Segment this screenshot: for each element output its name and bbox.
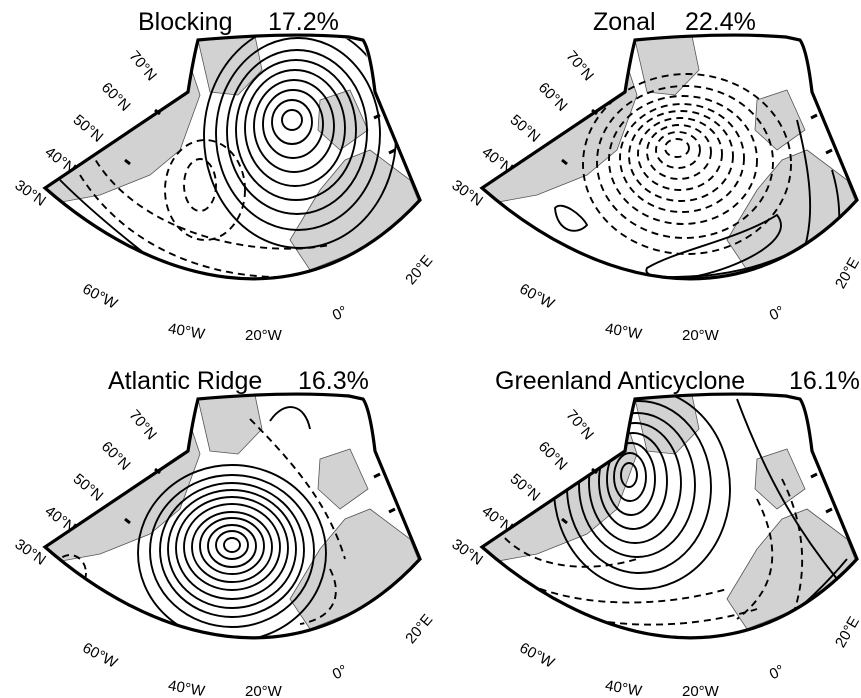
frame-ticks <box>124 108 396 166</box>
lon-labels: 60°W 40°W 20°W 0° 20°E <box>517 255 861 344</box>
lon-labels: 60°W 40°W 20°W 0° 20°E <box>80 252 437 344</box>
lat-label: 60°N <box>535 79 571 115</box>
lat-label: 70°N <box>562 48 597 85</box>
low-anomaly-contours <box>582 73 792 255</box>
lat-label: 60°N <box>535 438 571 474</box>
frame-ticks <box>124 467 396 525</box>
lat-label: 70°N <box>562 407 597 444</box>
map-frame <box>479 392 859 640</box>
lon-label: 0° <box>330 662 350 683</box>
panel-frequency: 16.3% <box>298 367 369 395</box>
lon-label: 20°E <box>832 255 861 292</box>
land-north-america <box>482 408 638 565</box>
lat-label: 50°N <box>507 111 544 146</box>
lon-label: 40°W <box>167 320 207 343</box>
lat-label: 30°N <box>449 177 486 210</box>
lon-label: 20°W <box>682 683 720 698</box>
panel-greenland-anticyclone: Greenland Anticyclone 16.1% <box>449 367 861 698</box>
land-greenland <box>197 394 263 455</box>
low-anomaly-contours <box>79 139 341 278</box>
lon-label: 20°W <box>245 683 283 698</box>
map-frame <box>479 33 859 281</box>
frame-ticks <box>561 467 833 525</box>
zero-contour <box>59 179 251 279</box>
land-europe <box>289 508 420 630</box>
panel-title: Greenland Anticyclone <box>495 367 745 395</box>
panel-frequency: 22.4% <box>685 8 756 36</box>
map-frame <box>42 392 422 640</box>
land-north-america <box>45 49 201 206</box>
lon-label: 60°W <box>80 639 121 672</box>
lon-label: 0° <box>330 303 350 324</box>
lat-label: 30°N <box>12 177 49 210</box>
panel-zonal: Zonal 22.4% <box>449 8 861 344</box>
land-greenland <box>197 35 263 96</box>
lat-label: 30°N <box>449 536 486 569</box>
lon-label: 60°W <box>517 280 558 313</box>
lon-label: 20°W <box>245 327 283 344</box>
lon-label: 0° <box>767 662 787 683</box>
panel-frequency: 17.2% <box>268 8 339 36</box>
lon-label: 40°W <box>604 677 644 698</box>
lon-label: 60°W <box>80 280 121 313</box>
land-scandinavia <box>317 448 369 510</box>
panel-frequency: 16.1% <box>789 367 860 395</box>
lat-label: 60°N <box>98 79 134 115</box>
lon-label: 40°W <box>167 677 207 698</box>
land-scandinavia <box>754 448 806 510</box>
lat-label: 70°N <box>125 407 160 444</box>
map-area <box>482 393 857 638</box>
lon-label: 20°E <box>832 614 861 651</box>
map-area <box>482 35 857 279</box>
lat-label: 30°N <box>12 536 49 569</box>
lat-label: 60°N <box>98 438 134 474</box>
lat-label: 70°N <box>125 48 160 85</box>
map-area <box>45 394 420 638</box>
lon-label: 20°W <box>682 327 720 344</box>
lon-labels: 60°W 40°W 20°W 0° 20°E <box>80 611 437 698</box>
high-anomaly-contours <box>137 406 327 638</box>
frame-ticks <box>561 108 833 166</box>
land-scandinavia <box>754 89 806 151</box>
lat-label: 50°N <box>70 111 107 146</box>
panel-title: Blocking <box>138 8 233 36</box>
lon-label: 20°E <box>402 252 436 288</box>
panel-blocking: Blocking 17.2% <box>12 8 437 344</box>
panel-atlantic-ridge: Atlantic Ridge 16.3% <box>12 367 437 698</box>
panel-title: Zonal <box>593 8 656 36</box>
lon-label: 20°E <box>402 611 436 647</box>
map-area <box>45 34 420 279</box>
lon-labels: 60°W 40°W 20°W 0° 20°E <box>517 614 861 698</box>
map-frame <box>42 33 422 281</box>
panel-title: Atlantic Ridge <box>108 367 262 395</box>
lon-label: 60°W <box>517 639 558 672</box>
lat-label: 50°N <box>70 470 107 505</box>
lat-label: 50°N <box>507 470 544 505</box>
lon-label: 40°W <box>604 320 644 343</box>
lon-label: 0° <box>767 303 787 324</box>
